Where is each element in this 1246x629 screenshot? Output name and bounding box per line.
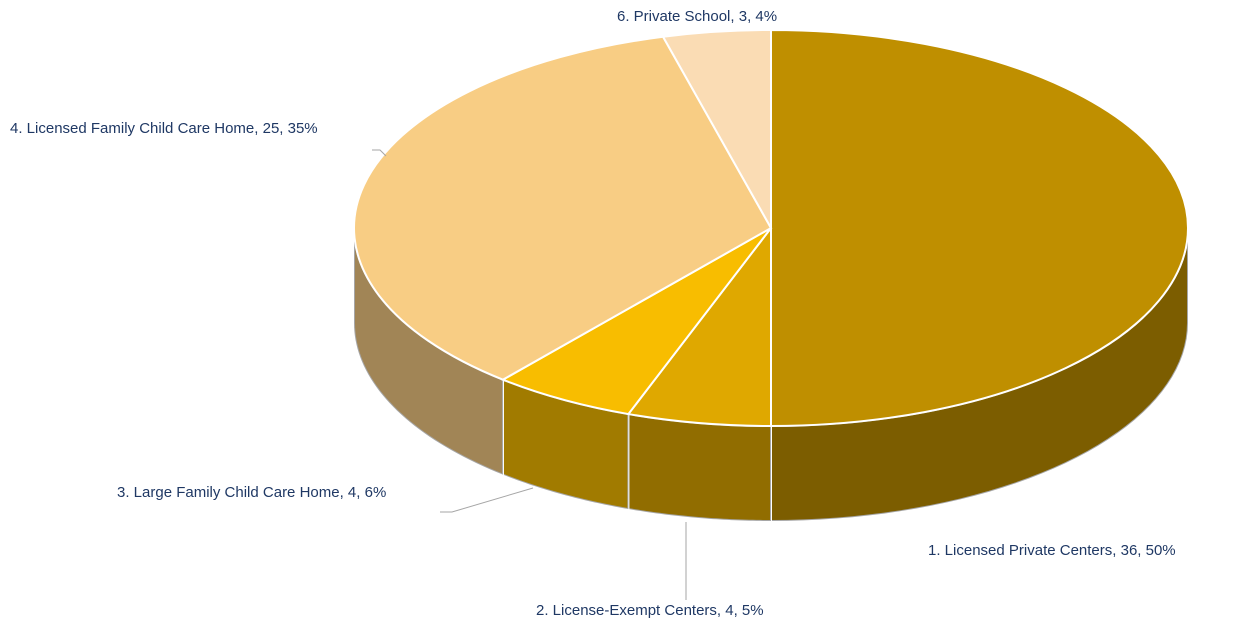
leader-line <box>372 149 387 157</box>
data-label: 2. License-Exempt Centers, 4, 5% <box>536 602 764 619</box>
slice <box>500 227 772 416</box>
pie-sides <box>353 227 1189 523</box>
data-label: 3. Large Family Child Care Home, 4, 6% <box>117 484 386 501</box>
slice-side-shade <box>628 414 771 521</box>
pie-tops <box>353 28 1189 428</box>
slice-side-shade <box>354 228 503 475</box>
slice-side-shade <box>771 228 1188 521</box>
slice <box>353 35 773 381</box>
data-label: 4. Licensed Family Child Care Home, 25, … <box>10 120 318 137</box>
leader-line <box>440 487 534 513</box>
slice <box>626 225 772 428</box>
labels: 1. Licensed Private Centers, 36, 50% 2. L… <box>10 8 1176 619</box>
slice <box>770 28 1189 428</box>
data-label: 6. Private School, 3, 4% <box>617 8 777 25</box>
data-label: 1. Licensed Private Centers, 36, 50% <box>928 542 1176 559</box>
slice <box>661 28 772 232</box>
slice-side-shade <box>502 379 629 510</box>
